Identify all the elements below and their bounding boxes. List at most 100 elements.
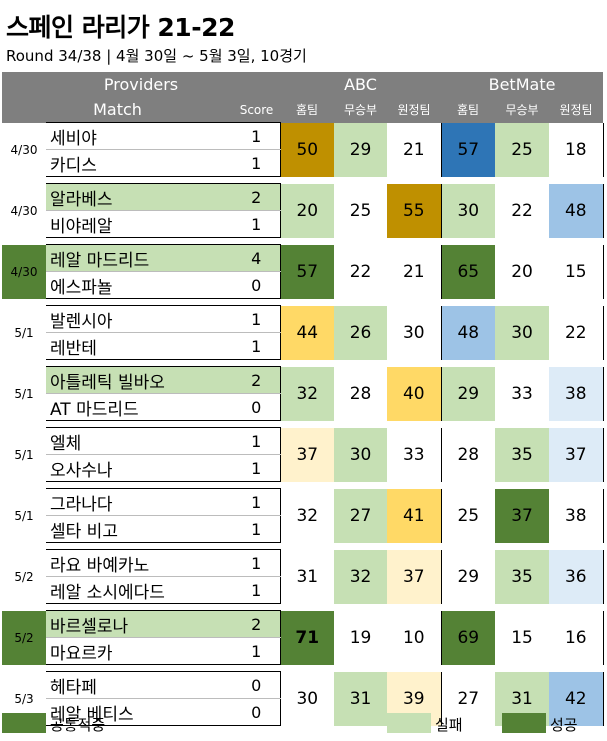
match-date: 5/1 <box>14 447 34 462</box>
match-date: 5/1 <box>14 325 34 340</box>
abc-away-pct: 55 <box>387 183 442 238</box>
home-score: 1 <box>233 122 281 150</box>
home-score: 1 <box>233 427 281 455</box>
match-row: 5/3 헤타페 0 30 31 39 27 31 42 <box>2 671 604 726</box>
away-score: 1 <box>233 637 281 665</box>
betmate-draw-pct: 33 <box>511 383 533 404</box>
betmate-home-pct: 65 <box>440 244 496 299</box>
betmate-draw-pct: 15 <box>511 627 533 648</box>
abc-draw-pct: 27 <box>334 488 388 543</box>
home-score: 2 <box>233 610 281 638</box>
home-team: 엘체 <box>46 427 233 455</box>
match-header: Match <box>2 97 233 123</box>
home-team: 발렌시아 <box>46 305 233 333</box>
providers-header: Providers <box>2 72 281 97</box>
abc-away-pct: 30 <box>402 322 425 343</box>
abc-draw-header: 무승부 <box>334 97 388 123</box>
home-score: 1 <box>233 488 281 516</box>
betmate-away-pct: 48 <box>549 183 604 238</box>
match-row: 4/30 세비야 1 50 29 21 57 25 18 <box>2 122 604 177</box>
betmate-draw-pct: 20 <box>511 261 533 282</box>
abc-home-pct: 31 <box>279 549 335 604</box>
legend-swatch-success <box>502 713 546 733</box>
away-score: 1 <box>233 515 281 543</box>
score-header: Score <box>233 97 281 123</box>
home-score: 2 <box>233 183 281 211</box>
away-team: 에스파뇰 <box>46 271 233 299</box>
abc-home-pct: 37 <box>279 427 335 482</box>
match-row: 5/1 그라나다 1 32 27 41 25 37 38 <box>2 488 604 543</box>
abc-draw-pct: 25 <box>349 200 372 221</box>
home-score: 0 <box>233 671 281 699</box>
away-score: 0 <box>233 698 281 726</box>
abc-draw-pct: 29 <box>334 122 388 177</box>
page-title: 스페인 라리가 21-22 <box>6 13 235 42</box>
abc-away-pct: 10 <box>402 627 425 648</box>
abc-draw-pct: 31 <box>334 671 388 726</box>
betmate-draw-pct: 25 <box>495 122 550 177</box>
betmate-home-pct: 69 <box>440 610 496 665</box>
abc-away-pct: 40 <box>387 366 442 421</box>
match-date: 5/3 <box>14 691 34 706</box>
abc-draw-pct: 32 <box>334 549 388 604</box>
betmate-away-pct: 15 <box>549 244 604 299</box>
home-score: 1 <box>233 549 281 577</box>
betmate-home-pct: 57 <box>440 122 496 177</box>
abc-home-pct: 44 <box>279 305 335 360</box>
match-row-away: 오사수나 1 <box>2 454 603 482</box>
match-row-away: AT 마드리드 0 <box>2 393 603 421</box>
away-score: 1 <box>233 332 281 360</box>
abc-draw-pct: 19 <box>349 627 372 648</box>
abc-home-pct: 32 <box>279 488 335 543</box>
abc-away-pct: 21 <box>402 139 425 160</box>
betmate-draw-pct: 35 <box>495 427 550 482</box>
away-team: AT 마드리드 <box>46 393 233 421</box>
abc-away-pct: 33 <box>402 444 425 465</box>
away-team: 오사수나 <box>46 454 233 482</box>
home-team: 세비야 <box>46 122 233 150</box>
betmate-home-pct: 48 <box>440 305 496 360</box>
home-team: 그라나다 <box>46 488 233 516</box>
betmate-home-pct: 25 <box>440 488 496 543</box>
home-team: 레알 마드리드 <box>46 244 233 272</box>
betmate-draw-pct: 22 <box>511 200 533 221</box>
betmate-draw-pct: 37 <box>495 488 550 543</box>
abc-draw-pct: 26 <box>334 305 388 360</box>
betmate-away-pct: 38 <box>549 488 604 543</box>
match-row-away: 에스파뇰 0 <box>2 271 603 299</box>
betmate-away-pct: 36 <box>549 549 604 604</box>
match-date: 5/2 <box>2 610 46 665</box>
home-team: 아틀레틱 빌바오 <box>46 366 233 394</box>
abc-home-pct: 71 <box>279 610 335 665</box>
match-row: 5/1 발렌시아 1 44 26 30 48 30 22 <box>2 305 604 360</box>
match-row: 5/2 라요 바예카노 1 31 32 37 29 35 36 <box>2 549 604 604</box>
away-score: 0 <box>233 271 281 299</box>
betmate-home-header: 홈팀 <box>441 97 496 123</box>
abc-draw-pct: 28 <box>349 383 372 404</box>
betmate-away-pct: 37 <box>549 427 604 482</box>
legend-label-fail: 실패 <box>435 716 463 734</box>
legend-swatch-both <box>2 713 46 733</box>
abc-home-header: 홈팀 <box>280 97 335 123</box>
betmate-draw-pct: 30 <box>495 305 550 360</box>
match-date: 5/1 <box>14 508 34 523</box>
home-score: 4 <box>233 244 281 272</box>
abc-home-pct: 30 <box>279 671 335 726</box>
betmate-away-pct: 22 <box>549 305 604 360</box>
betmate-home-pct: 27 <box>440 671 496 726</box>
match-row: 4/30 알라베스 2 20 25 55 30 22 48 <box>2 183 604 238</box>
home-score: 1 <box>233 305 281 333</box>
odds-table: Providers ABC BetMate Match Score 홈팀 무승부… <box>2 72 604 726</box>
match-list: 4/30 세비야 1 50 29 21 57 25 18 카디스 1 4/30 알라베스 2 20 25 55 3… <box>2 122 604 726</box>
home-score: 2 <box>233 366 281 394</box>
abc-away-pct: 41 <box>387 488 442 543</box>
betmate-home-pct: 29 <box>440 366 496 421</box>
match-row-away: 레반테 1 <box>2 332 603 360</box>
legend-swatch-fail <box>387 713 431 733</box>
legend-label-success: 성공 <box>550 716 578 734</box>
betmate-away-pct: 16 <box>549 610 604 665</box>
away-team: 셀타 비고 <box>46 515 233 543</box>
home-team: 바르셀로나 <box>46 610 233 638</box>
away-score: 1 <box>233 576 281 604</box>
away-team: 레반테 <box>46 332 233 360</box>
